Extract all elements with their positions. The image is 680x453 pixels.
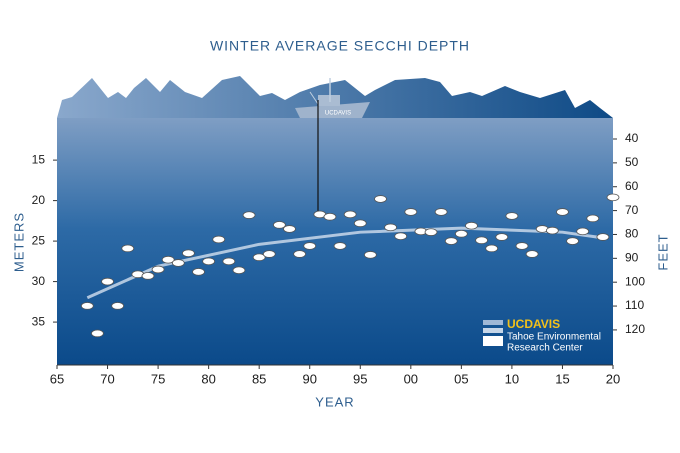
secchi-point: [262, 250, 276, 258]
x-tick-label: 10: [505, 371, 519, 386]
secchi-point: [212, 235, 226, 244]
secchi-point: [232, 266, 246, 275]
y2-tick-label: 120: [625, 322, 645, 336]
secchi-point: [252, 253, 266, 262]
x-tick-label: 15: [555, 371, 569, 386]
secchi-point: [566, 237, 579, 245]
secchi-point: [384, 223, 398, 232]
secchi-point: [91, 329, 104, 338]
secchi-point: [586, 214, 600, 223]
logo-line: Research Center: [507, 343, 583, 354]
secchi-point: [242, 211, 256, 219]
logo-line: Tahoe Environmental: [507, 332, 601, 343]
secchi-point: [303, 242, 317, 250]
x-tick-label: 00: [404, 371, 418, 386]
secchi-point: [545, 226, 559, 235]
secchi-point: [465, 221, 478, 230]
secchi-point: [293, 250, 307, 258]
secchi-point: [111, 302, 125, 310]
secchi-point: [596, 233, 610, 241]
secchi-point: [515, 242, 529, 250]
secchi-point: [374, 195, 387, 203]
logo: UCDAVIS Tahoe Environmental Research Cen…: [483, 317, 601, 354]
secchi-point: [161, 255, 175, 264]
boat-label: UCDAVIS: [325, 111, 351, 117]
secchi-point: [80, 302, 94, 310]
secchi-point: [182, 249, 195, 258]
secchi-point: [202, 257, 216, 266]
secchi-point: [485, 244, 499, 253]
secchi-point: [434, 208, 448, 216]
x-tick-label: 65: [50, 371, 64, 386]
secchi-point: [505, 212, 519, 220]
y2-tick-label: 50: [625, 155, 639, 169]
secchi-point: [101, 277, 114, 286]
secchi-point: [454, 230, 468, 238]
y-tick-label: 15: [32, 152, 46, 166]
secchi-point: [141, 272, 155, 280]
secchi-point: [222, 257, 236, 266]
secchi-point: [363, 251, 377, 259]
secchi-point: [404, 208, 418, 216]
secchi-point: [495, 233, 509, 241]
water: [57, 118, 613, 365]
secchi-point: [333, 242, 347, 250]
x-tick-label: 95: [353, 371, 367, 386]
boat: UCDAVIS: [295, 78, 370, 118]
x-tick-label: 70: [100, 371, 114, 386]
x-tick-label: 20: [606, 371, 620, 386]
y2-tick-label: 70: [625, 203, 639, 217]
x-tick-label: 05: [454, 371, 468, 386]
x-tick-label: 90: [302, 371, 316, 386]
y-tick-label: 20: [32, 193, 46, 207]
secchi-point: [475, 236, 488, 245]
x-axis-label: YEAR: [315, 394, 354, 409]
secchi-point: [121, 244, 135, 253]
secchi-point: [576, 227, 590, 236]
chart-title: WINTER AVERAGE SECCHI DEPTH: [210, 38, 470, 54]
y-axis-label: METERS: [11, 212, 26, 272]
secchi-point: [394, 232, 408, 241]
y2-tick-label: 100: [625, 274, 645, 288]
y2-axis-label: FEET: [655, 233, 670, 270]
y2-tick-label: 90: [625, 250, 639, 264]
y2-tick-label: 110: [625, 298, 644, 312]
x-tick-label: 85: [252, 371, 266, 386]
secchi-point: [192, 268, 205, 276]
y2-tick-label: 80: [625, 227, 639, 241]
x-tick-label: 80: [201, 371, 215, 386]
secchi-point: [272, 221, 286, 229]
y-tick-label: 25: [32, 233, 46, 247]
y-tick-label: 30: [32, 274, 46, 288]
logo-brand: UCDAVIS: [507, 317, 560, 331]
secchi-point: [171, 259, 185, 267]
secchi-point: [606, 193, 620, 202]
y2-tick-label: 40: [625, 131, 639, 145]
secchi-point: [151, 265, 165, 274]
y-tick-label: 35: [32, 314, 46, 328]
secchi-point: [444, 237, 458, 245]
secchi-point: [323, 213, 337, 221]
secchi-point: [283, 225, 296, 233]
secchi-point: [525, 250, 539, 258]
secchi-point: [556, 208, 569, 216]
x-tick-label: 75: [151, 371, 165, 386]
secchi-point: [353, 219, 367, 228]
y2-tick-label: 60: [625, 179, 639, 193]
secchi-point: [424, 228, 438, 236]
secchi-point: [343, 210, 357, 219]
